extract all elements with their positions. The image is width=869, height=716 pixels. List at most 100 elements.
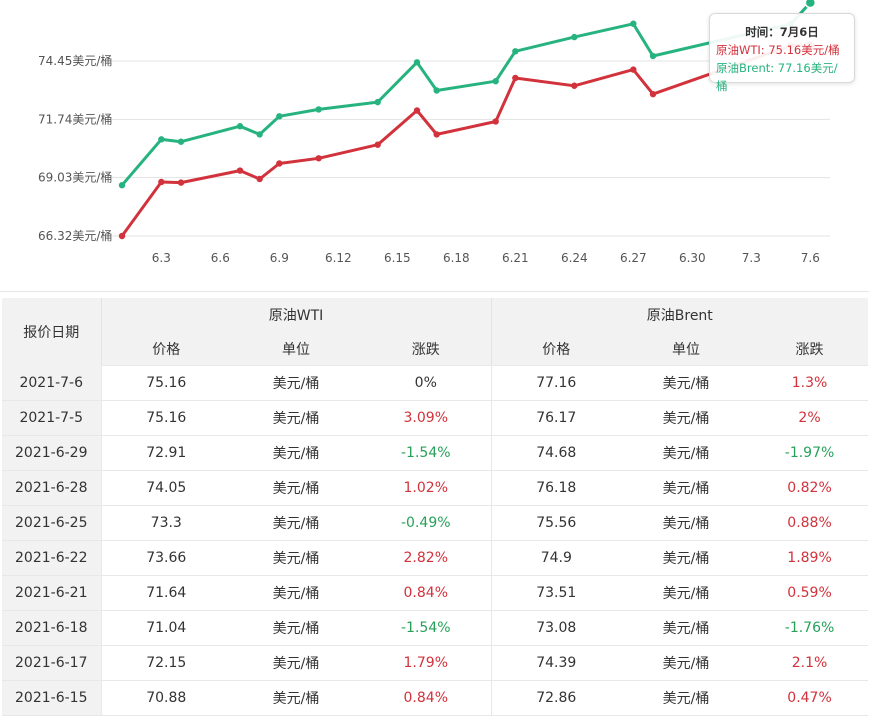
wti-data-point [413, 107, 421, 114]
date-cell: 2021-7-5 [2, 400, 101, 436]
wti-data-point [649, 90, 657, 98]
wti-change-cell: -0.49% [361, 505, 492, 541]
brent-price-header: 价格 [490, 332, 622, 366]
date-cell: 2021-7-6 [2, 365, 101, 401]
tooltip-title: 时间：7月6日 [745, 25, 819, 39]
wti-series-line [120, 44, 812, 238]
brent-data-point [512, 48, 519, 55]
date-cell: 2021-6-29 [2, 435, 101, 471]
brent-unit-cell: 美元/桶 [621, 645, 752, 681]
wti-price-cell: 70.88 [100, 680, 231, 716]
wti-unit-cell: 美元/桶 [231, 505, 361, 541]
x-tick-label: 6.18 [443, 251, 470, 265]
tooltip-wti-value: 原油WTI: 75.16美元/桶 [716, 43, 840, 57]
wti-unit-cell: 美元/桶 [231, 400, 361, 436]
wti-change-cell: 1.02% [361, 470, 492, 506]
brent-change-cell: 1.89% [751, 540, 869, 576]
brent-series-line [120, 1, 812, 187]
wti-data-point [315, 155, 322, 162]
brent-unit-cell: 美元/桶 [621, 470, 752, 506]
x-tick-label: 6.3 [152, 251, 171, 265]
wti-unit-cell: 美元/桶 [231, 470, 361, 506]
x-tick-label: 6.30 [679, 251, 706, 265]
brent-data-point [276, 113, 283, 120]
wti-unit-cell: 美元/桶 [231, 540, 361, 576]
wti-data-point [256, 175, 263, 183]
brent-price-cell: 73.51 [490, 575, 622, 611]
date-cell: 2021-6-18 [2, 610, 101, 646]
brent-unit-cell: 美元/桶 [621, 435, 752, 471]
date-cell: 2021-6-15 [2, 680, 101, 716]
brent-price-cell: 74.39 [490, 645, 622, 681]
brent-change-cell: -1.76% [751, 610, 869, 646]
x-tick-label: 6.21 [502, 251, 529, 265]
brent-change-cell: 1.3% [751, 365, 869, 401]
brent-unit-cell: 美元/桶 [621, 505, 752, 541]
wti-change-cell: 1.79% [361, 645, 492, 681]
date-cell: 2021-6-22 [2, 540, 101, 576]
wti-change-cell: 3.09% [361, 400, 492, 436]
wti-unit-header: 单位 [231, 332, 361, 366]
brent-change-cell: 0.59% [751, 575, 869, 611]
table-row: 2021-6-22 73.66 美元/桶 2.82% 74.9 美元/桶 1.89% [2, 540, 869, 576]
brent-unit-header: 单位 [621, 332, 752, 366]
brent-price-cell: 77.16 [490, 365, 622, 401]
wti-data-point [492, 118, 499, 125]
x-tick-label: 6.12 [325, 251, 352, 265]
x-tick-label: 6.9 [270, 251, 289, 265]
wti-data-point [433, 131, 440, 138]
wti-unit-cell: 美元/桶 [231, 610, 361, 646]
date-cell: 2021-6-28 [2, 470, 101, 506]
wti-price-cell: 72.91 [100, 435, 231, 471]
wti-data-point [158, 178, 165, 186]
wti-unit-cell: 美元/桶 [231, 645, 361, 681]
brent-unit-cell: 美元/桶 [621, 680, 752, 716]
brent-change-cell: 2.1% [751, 645, 869, 681]
brent-change-cell: 0.47% [751, 680, 869, 716]
wti-group-header: 原油WTI [100, 298, 492, 332]
brent-price-cell: 75.56 [490, 505, 622, 541]
table-row: 2021-6-17 72.15 美元/桶 1.79% 74.39 美元/桶 2.1% [2, 645, 869, 681]
brent-data-point [433, 87, 440, 94]
wti-price-header: 价格 [100, 332, 231, 366]
table-header: 报价日期 原油WTI 原油Brent 价格 单位 涨跌 价格 单位 涨跌 [2, 298, 869, 366]
brent-data-point [158, 136, 165, 143]
wti-data-point [630, 66, 637, 73]
brent-unit-cell: 美元/桶 [621, 575, 752, 611]
wti-change-cell: 2.82% [361, 540, 492, 576]
wti-data-point [236, 167, 244, 174]
brent-unit-cell: 美元/桶 [621, 540, 752, 576]
brent-price-cell: 76.18 [490, 470, 622, 506]
brent-data-point [492, 78, 499, 85]
brent-data-point [804, 0, 817, 9]
y-tick-label: 66.32美元/桶 [38, 228, 112, 243]
chart-tooltip: 时间：7月6日 原油WTI: 75.16美元/桶 原油Brent: 77.16美… [709, 13, 855, 93]
brent-data-point [236, 123, 244, 130]
brent-data-point [118, 182, 126, 189]
wti-price-cell: 73.3 [100, 505, 231, 541]
wti-unit-cell: 美元/桶 [231, 575, 361, 611]
date-cell: 2021-6-21 [2, 575, 101, 611]
x-tick-label: 6.24 [561, 251, 588, 265]
brent-data-point [630, 20, 637, 27]
date-cell: 2021-6-25 [2, 505, 101, 541]
brent-data-point [649, 52, 657, 60]
brent-change-cell: -1.97% [751, 435, 869, 471]
wti-data-point [374, 141, 381, 148]
price-chart: 66.32美元/桶 69.03美元/桶 71.74美元/桶 74.45美元/桶 6.3 6… [0, 0, 869, 292]
table-row: 2021-6-29 72.91 美元/桶 -1.54% 74.68 美元/桶 -1.97% [2, 435, 869, 471]
wti-unit-cell: 美元/桶 [231, 435, 361, 471]
wti-unit-cell: 美元/桶 [231, 365, 361, 401]
x-tick-label: 7.3 [742, 251, 761, 265]
brent-price-cell: 72.86 [490, 680, 622, 716]
brent-group-header: 原油Brent [490, 298, 869, 332]
brent-price-cell: 74.68 [490, 435, 622, 471]
x-tick-label: 6.6 [211, 251, 230, 265]
brent-data-point [177, 138, 185, 145]
wti-change-cell: -1.54% [361, 610, 492, 646]
wti-data-point [118, 232, 126, 240]
table-row: 2021-6-25 73.3 美元/桶 -0.49% 75.56 美元/桶 0.88% [2, 505, 869, 541]
wti-change-header: 涨跌 [361, 332, 492, 366]
brent-unit-cell: 美元/桶 [621, 365, 752, 401]
brent-data-point [256, 131, 263, 138]
